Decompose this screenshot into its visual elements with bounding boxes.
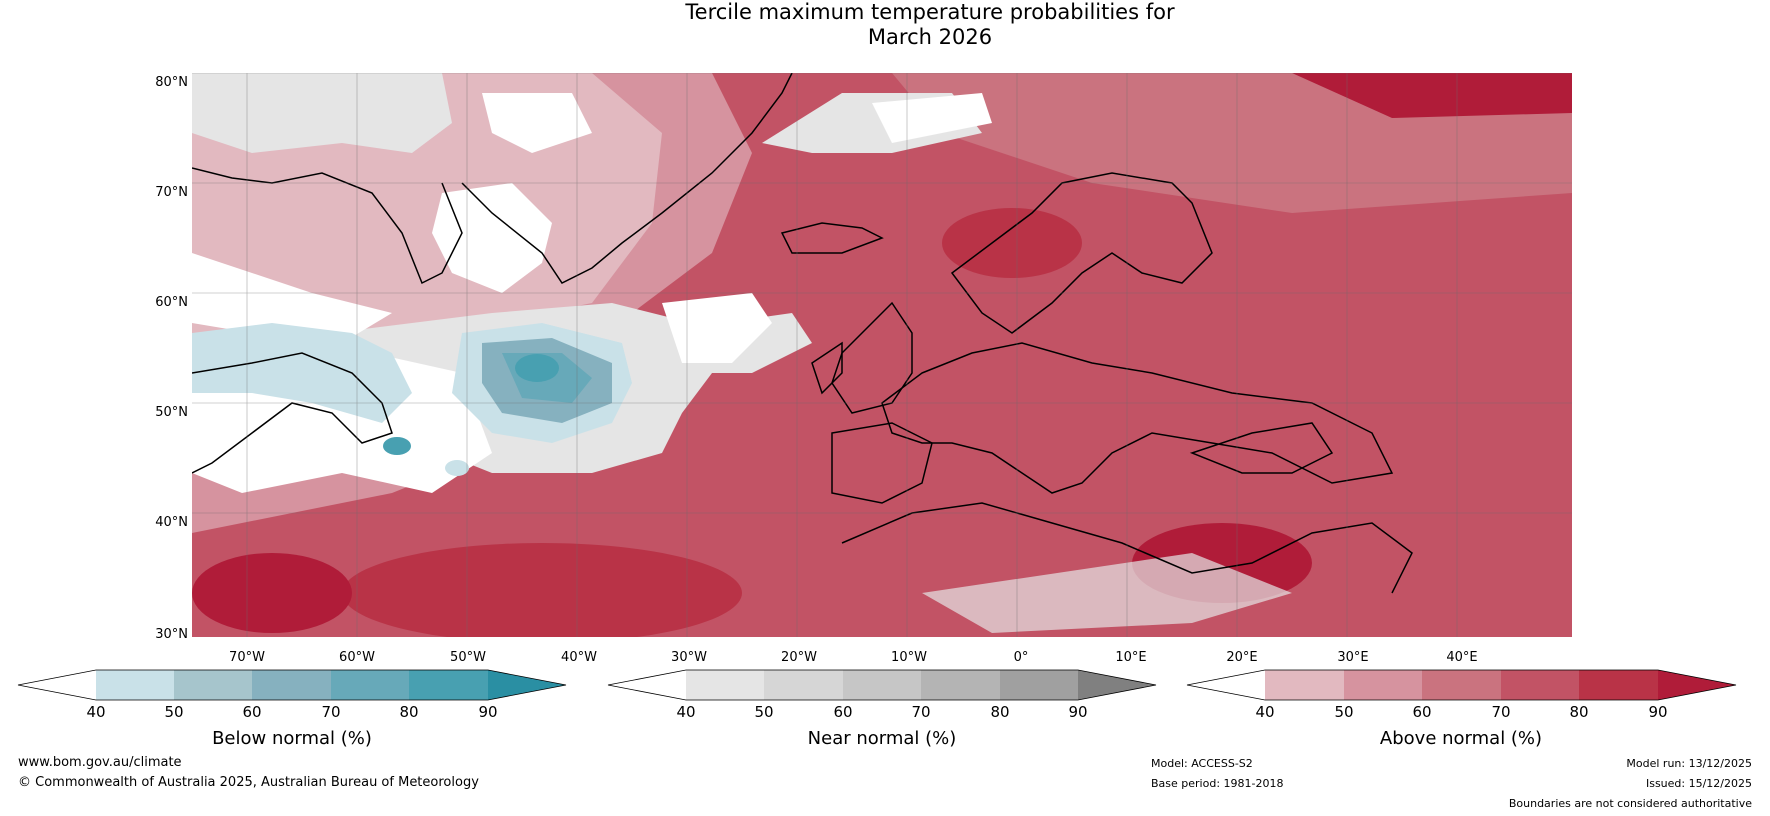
lon-label: 20°W — [781, 650, 817, 665]
no-dominant-zone — [872, 93, 992, 143]
lat-label-40n: 40°N — [155, 515, 188, 530]
title-line-2: March 2026 — [867, 25, 993, 49]
copyright-text: © Commonwealth of Australia 2025, Austra… — [18, 775, 479, 790]
below-tick: 60 — [242, 703, 262, 721]
model-text: Model: ACCESS-S2 — [1151, 757, 1253, 770]
above-tick: 40 — [1255, 703, 1275, 721]
near-bin — [686, 670, 764, 700]
below-bin — [409, 670, 488, 700]
near-normal-zone — [922, 553, 1292, 633]
near-upper-extension — [1078, 670, 1156, 700]
above-bin — [1422, 670, 1501, 700]
coastlines — [192, 73, 1413, 594]
lon-label: 70°W — [229, 650, 265, 665]
above-upper-extension — [1658, 670, 1736, 700]
near-tick: 60 — [833, 703, 853, 721]
near-normal-zone — [192, 73, 452, 153]
near-tick: 90 — [1068, 703, 1088, 721]
below-tick: 50 — [164, 703, 184, 721]
no-dominant-zone — [662, 293, 772, 363]
probability-map — [192, 73, 1572, 637]
lon-label: 50°W — [450, 650, 486, 665]
above-tick: 50 — [1334, 703, 1354, 721]
disclaimer-text: Boundaries are not considered authoritat… — [1508, 797, 1752, 810]
below-normal-peak — [515, 354, 559, 382]
near-bin — [764, 670, 843, 700]
near-tick: 50 — [754, 703, 774, 721]
website-text: www.bom.gov.au/climate — [18, 755, 182, 770]
above-bin — [1501, 670, 1579, 700]
near-bin — [921, 670, 1000, 700]
colorbar-near-normal — [607, 669, 1157, 701]
lon-label: 10°W — [891, 650, 927, 665]
below-tick: 70 — [321, 703, 341, 721]
below-normal-zone — [445, 460, 469, 476]
above-bin — [1579, 670, 1658, 700]
greenland-white — [432, 183, 552, 293]
colorbar-above-normal — [1186, 669, 1737, 701]
lat-label-70n: 70°N — [155, 185, 188, 200]
lon-label: 30°W — [671, 650, 707, 665]
below-lower-extension — [18, 670, 96, 700]
near-tick: 80 — [990, 703, 1010, 721]
below-bin — [96, 670, 174, 700]
no-dominant-zone — [482, 93, 592, 153]
colorbar-below-normal — [17, 669, 567, 701]
near-tick: 40 — [676, 703, 696, 721]
lat-label-50n: 50°N — [155, 405, 188, 420]
near-bin — [1000, 670, 1078, 700]
below-tick: 90 — [478, 703, 498, 721]
above-lower-extension — [1187, 670, 1265, 700]
below-tick: 40 — [86, 703, 106, 721]
lon-label: 30°E — [1337, 650, 1369, 665]
lon-label: 20°E — [1226, 650, 1258, 665]
near-normal-label: Near normal (%) — [807, 728, 957, 749]
graticule — [192, 73, 1572, 637]
above-normal-label: Above normal (%) — [1379, 728, 1543, 749]
above-tick: 90 — [1648, 703, 1668, 721]
lon-label: 0° — [1013, 650, 1029, 665]
below-bin — [331, 670, 409, 700]
lon-label: 40°W — [561, 650, 597, 665]
above-tick: 70 — [1491, 703, 1511, 721]
below-bin — [174, 670, 252, 700]
lon-label: 10°E — [1115, 650, 1147, 665]
below-tick: 80 — [399, 703, 419, 721]
lat-label-80n: 80°N — [155, 75, 188, 90]
lon-label: 40°E — [1446, 650, 1478, 665]
above-bin — [1265, 670, 1344, 700]
base-period-text: Base period: 1981-2018 — [1151, 777, 1284, 790]
colorbars — [17, 669, 1737, 701]
above-normal-peak — [1292, 73, 1572, 118]
above-normal-peak — [942, 208, 1082, 278]
lon-label: 60°W — [339, 650, 375, 665]
above-normal-peak — [342, 543, 742, 637]
model-run-text: Model run: 13/12/2025 — [1626, 757, 1752, 770]
issued-text: Issued: 15/12/2025 — [1645, 777, 1752, 790]
near-tick: 70 — [911, 703, 931, 721]
below-upper-extension — [488, 670, 566, 700]
title-line-1: Tercile maximum temperature probabilitie… — [685, 0, 1175, 24]
above-bin — [1344, 670, 1422, 700]
near-bin — [843, 670, 921, 700]
above-tick: 80 — [1569, 703, 1589, 721]
below-bin — [252, 670, 331, 700]
lat-label-60n: 60°N — [155, 295, 188, 310]
map-canvas — [192, 73, 1572, 637]
map-title: Tercile maximum temperature probabilitie… — [0, 0, 1770, 50]
above-tick: 60 — [1412, 703, 1432, 721]
above-normal-peak — [192, 553, 352, 633]
near-lower-extension — [608, 670, 686, 700]
no-dominant-zone — [192, 253, 392, 343]
below-normal-peak — [383, 437, 411, 455]
below-normal-label: Below normal (%) — [212, 728, 372, 749]
lat-label-30n: 30°N — [155, 627, 188, 642]
